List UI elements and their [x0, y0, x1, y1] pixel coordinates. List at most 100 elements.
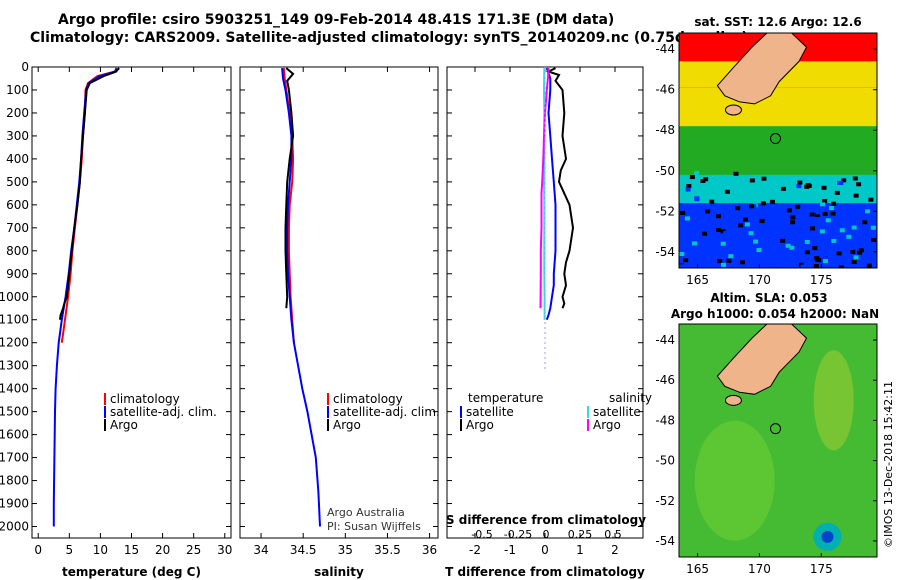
sst-noise-cell [804, 250, 810, 255]
sst-noise-cell [790, 215, 796, 220]
sst-noise-cell [875, 190, 877, 195]
map-x-tick-label: 170 [748, 562, 771, 576]
sst-noise-cell [737, 261, 743, 266]
legend-temp-satellite-label: satellite-adj. clim. [110, 405, 217, 419]
sst-noise-cell [823, 256, 829, 261]
map-y-tick-label: -50 [655, 164, 675, 178]
y-tick-label: 1800 [0, 474, 29, 488]
map-y-tick-label: -44 [655, 42, 675, 56]
argo-float-marker-icon [770, 423, 782, 435]
sst-noise-cell [795, 204, 801, 209]
sst-noise-cell [841, 178, 847, 183]
sst-noise-cell [814, 216, 820, 221]
sst-noise-cell [780, 186, 786, 191]
y-tick-label: 1000 [0, 290, 29, 304]
legend-temp-argo-swatch [104, 419, 106, 431]
y-tick-label: 900 [6, 267, 29, 281]
s-diff-tick-label: -0.5 [471, 528, 492, 541]
sst-noise-cell [819, 229, 825, 234]
sst-noise-cell [785, 243, 791, 248]
sst-noise-cell [680, 210, 686, 215]
sst-noise-cell [769, 199, 775, 204]
sst-noise-cell [822, 199, 828, 204]
x-tick-label-salinity_profile: 35.5 [374, 543, 401, 557]
legend-diff-s-argo-swatch [587, 419, 589, 431]
y-tick-label: 1500 [0, 405, 29, 419]
plot-frame-salinity_profile [239, 66, 439, 539]
sst-noise-cell [761, 176, 767, 181]
sst-noise-cell [832, 250, 838, 255]
sst-noise-cell [716, 214, 722, 219]
y-tick-label: 1400 [0, 382, 29, 396]
x-axis-label-temperature_profile: temperature (deg C) [62, 565, 201, 579]
s-diff-tick-label: -0.25 [504, 528, 532, 541]
legend-diff-t-satellite-swatch [460, 406, 462, 418]
sst-noise-cell [838, 180, 844, 185]
map-y-tick-label: -52 [655, 204, 675, 218]
sla-map-title: Altim. SLA: 0.053 [710, 291, 827, 305]
land-new-zealand [716, 33, 808, 105]
sst-noise-cell [739, 260, 745, 265]
sst-noise-cell [726, 258, 732, 263]
y-tick-label: 600 [6, 198, 29, 212]
x-tick-label-salinity_profile: 35 [338, 543, 353, 557]
sst-noise-cell [813, 264, 819, 268]
sst-noise-cell [846, 234, 852, 239]
sst-noise-cell [689, 175, 695, 180]
sst-noise-cell [856, 182, 862, 187]
sst-noise-cell [851, 260, 857, 265]
map-y-tick-label: -54 [655, 534, 675, 548]
y-tick-label: 0 [21, 60, 29, 74]
salinity-difference-axis-label: S difference from climatology [446, 513, 646, 527]
y-tick-label: 1900 [0, 497, 29, 511]
sst-noise-cell [871, 237, 877, 242]
sst-noise-cell [856, 250, 862, 255]
s-diff-tick-label: 0.25 [568, 528, 593, 541]
sst-noise-cell [814, 212, 820, 217]
series-line-t-satellite [545, 67, 557, 321]
sst-noise-cell [684, 216, 690, 221]
sst-noise-cell [749, 178, 755, 183]
sst-noise-cell [836, 251, 842, 256]
y-tick-label: 1600 [0, 428, 29, 442]
figure-title-line1: Argo profile: csiro 5903251_149 09-Feb-2… [58, 12, 615, 28]
series-line-climatology [60, 67, 118, 343]
map-y-tick-label: -48 [655, 123, 675, 137]
sst-noise-cell [738, 223, 744, 228]
series-line-t-argo [545, 67, 575, 309]
series-line-s-argo [539, 68, 550, 309]
x-tick-label-temperature_profile: 30 [217, 543, 232, 557]
sst-noise-cell [806, 226, 812, 231]
credit-argo-australia: Argo Australia [327, 506, 405, 519]
sst-noise-cell [793, 249, 799, 254]
sst-noise-cell [703, 220, 709, 225]
sst-noise-cell [853, 193, 859, 198]
sst-band-yellow [679, 87, 877, 127]
sst-noise-cell [709, 178, 715, 183]
sst-noise-cell [725, 210, 731, 215]
sst-noise-cell [858, 248, 864, 253]
sst-noise-cell [821, 185, 827, 190]
sst-noise-cell [804, 220, 810, 225]
sst-noise-cell [705, 190, 711, 195]
y-tick-label: 400 [6, 152, 29, 166]
credit-pi-name: PI: Susan Wijffels [327, 520, 421, 533]
sst-noise-cell [716, 228, 722, 233]
sla-anomaly-patch [694, 420, 775, 541]
sst-noise-cell [789, 245, 795, 250]
sst-noise-cell [733, 171, 739, 176]
legend-diff-s-satellite-swatch [587, 406, 589, 418]
x-tick-label-difference_profile: 2 [611, 543, 619, 557]
sst-noise-cell [700, 179, 706, 184]
sst-noise-cell [723, 231, 729, 236]
y-tick-label: 700 [6, 221, 29, 235]
sst-noise-cell [756, 248, 762, 253]
sst-noise-cell [691, 241, 697, 246]
sst-noise-cell [822, 259, 828, 264]
sst-noise-cell [760, 201, 766, 206]
sst-noise-cell [822, 211, 828, 216]
y-tick-label: 500 [6, 175, 29, 189]
sst-noise-cell [851, 225, 857, 230]
series-line-satellite-adj-clim- [52, 67, 118, 527]
sst-noise-cell [703, 177, 709, 182]
